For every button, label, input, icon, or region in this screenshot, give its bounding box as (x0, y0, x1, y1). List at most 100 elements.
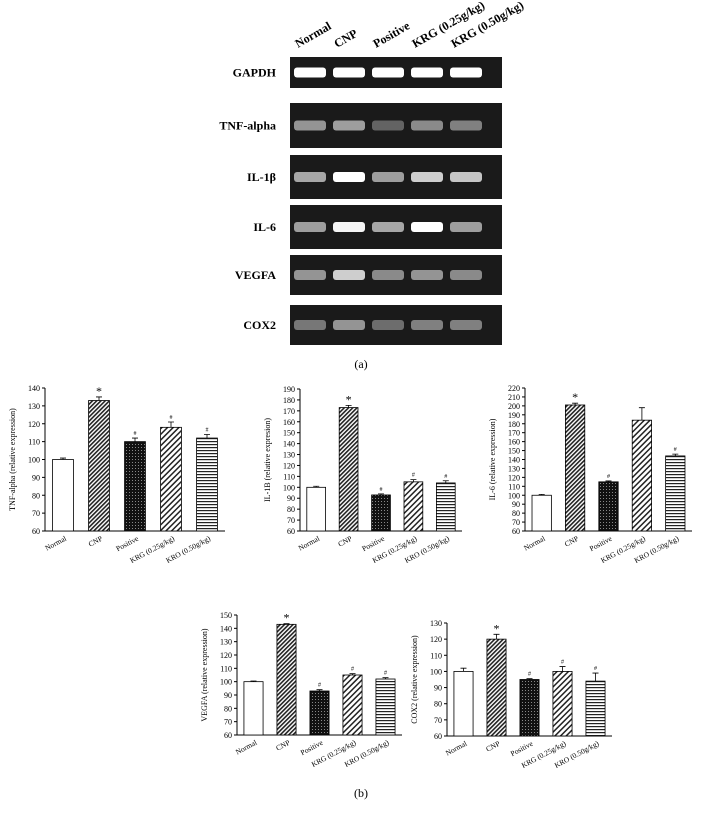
bar (403, 481, 424, 532)
error-bar (559, 666, 566, 672)
gel-row-label: IL-6 (253, 220, 276, 234)
bar (585, 680, 606, 737)
panel-label: (a) (354, 357, 367, 371)
gel-band (372, 172, 404, 182)
bar (565, 404, 586, 532)
y-tick-label: 130 (508, 464, 520, 473)
y-tick-label: 160 (508, 438, 520, 447)
gel-row-label: TNF-alpha (219, 119, 276, 133)
y-tick-label: 70 (434, 716, 442, 725)
y-tick-label: 140 (508, 456, 520, 465)
bar (196, 437, 218, 532)
bar (531, 494, 552, 532)
y-tick-label: 70 (32, 509, 40, 518)
y-tick-label: 90 (287, 494, 295, 503)
significance-mark: # (594, 666, 597, 672)
gel-row-label: VEGFA (235, 268, 276, 282)
gel-row-label: GAPDH (233, 66, 277, 80)
y-tick-label: 130 (220, 638, 232, 647)
y-tick-label: 80 (32, 491, 40, 500)
significance-mark: # (607, 474, 610, 480)
x-tick-label: Positive (114, 534, 140, 554)
y-axis-label: IL-1B (relative expresion) (263, 418, 272, 502)
error-bar (349, 673, 356, 675)
gel-column-label: Positive (371, 18, 413, 50)
y-tick-label: 70 (224, 718, 232, 727)
y-tick-label: 80 (512, 509, 520, 518)
x-tick-label: CNP (484, 739, 501, 754)
y-axis-label: TNF-alpha (relative expression) (8, 408, 17, 511)
y-tick-label: 120 (508, 473, 520, 482)
error-bar (250, 680, 257, 682)
y-tick-label: 60 (32, 527, 40, 536)
bar (243, 681, 264, 736)
significance-mark: # (444, 474, 447, 480)
error-bar (410, 479, 417, 482)
gel-band (450, 320, 482, 330)
gel-band (372, 270, 404, 280)
gel-band (372, 320, 404, 330)
significance-mark: # (674, 447, 677, 453)
bar (160, 426, 182, 532)
y-tick-label: 70 (512, 518, 520, 527)
bar (598, 481, 619, 532)
x-tick-label: Normal (522, 534, 546, 553)
y-tick-label: 100 (283, 483, 295, 492)
x-tick-label: Normal (43, 534, 67, 553)
bar (309, 690, 330, 736)
gel-band (411, 320, 443, 330)
significance-mark: # (351, 667, 354, 673)
y-axis-label: COX2 (relative expression) (410, 635, 419, 724)
significance-mark: # (412, 473, 415, 479)
y-axis-label: IL-6 (relative expression) (488, 418, 497, 500)
gel-band (372, 67, 404, 78)
error-bar (168, 421, 174, 428)
significance-mark: * (572, 390, 578, 404)
y-tick-label: 90 (32, 473, 40, 482)
y-tick-label: 80 (434, 700, 442, 709)
bar (665, 455, 686, 532)
bar (375, 678, 396, 736)
significance-mark: # (134, 431, 137, 437)
x-tick-label: Normal (234, 738, 258, 757)
y-tick-label: 60 (512, 527, 520, 536)
bar (52, 459, 74, 532)
bar (436, 482, 456, 532)
bar (486, 638, 507, 737)
x-tick-label: Normal (444, 739, 468, 758)
y-tick-label: 90 (434, 684, 442, 693)
y-tick-label: 80 (287, 505, 295, 514)
gel-band (411, 120, 443, 131)
bar (631, 419, 652, 532)
y-tick-label: 60 (434, 732, 442, 741)
y-tick-label: 110 (283, 472, 295, 481)
bar (124, 441, 146, 532)
gel-band (411, 67, 443, 78)
error-bar (493, 633, 500, 640)
y-tick-label: 180 (283, 396, 295, 405)
gel-band (333, 270, 365, 280)
significance-mark: # (206, 427, 209, 433)
gel-band (294, 270, 326, 280)
bar (371, 494, 391, 532)
error-bar (378, 493, 384, 495)
gel-band (411, 172, 443, 182)
x-tick-label: Normal (297, 534, 321, 553)
significance-mark: # (170, 415, 173, 421)
y-tick-label: 100 (508, 491, 520, 500)
significance-mark: * (346, 392, 352, 406)
gel-band (294, 222, 326, 232)
y-tick-label: 150 (283, 429, 295, 438)
gel-band (372, 120, 404, 131)
gel-band (294, 120, 326, 131)
y-tick-label: 150 (220, 611, 232, 620)
y-tick-label: 140 (28, 384, 40, 393)
error-bar (345, 404, 352, 408)
error-bar (638, 407, 645, 421)
y-tick-label: 110 (220, 664, 232, 673)
panel-label: (b) (354, 786, 368, 800)
error-bar (592, 672, 599, 682)
y-tick-label: 110 (430, 651, 442, 660)
x-tick-label: CNP (87, 534, 104, 549)
y-tick-label: 120 (220, 651, 232, 660)
